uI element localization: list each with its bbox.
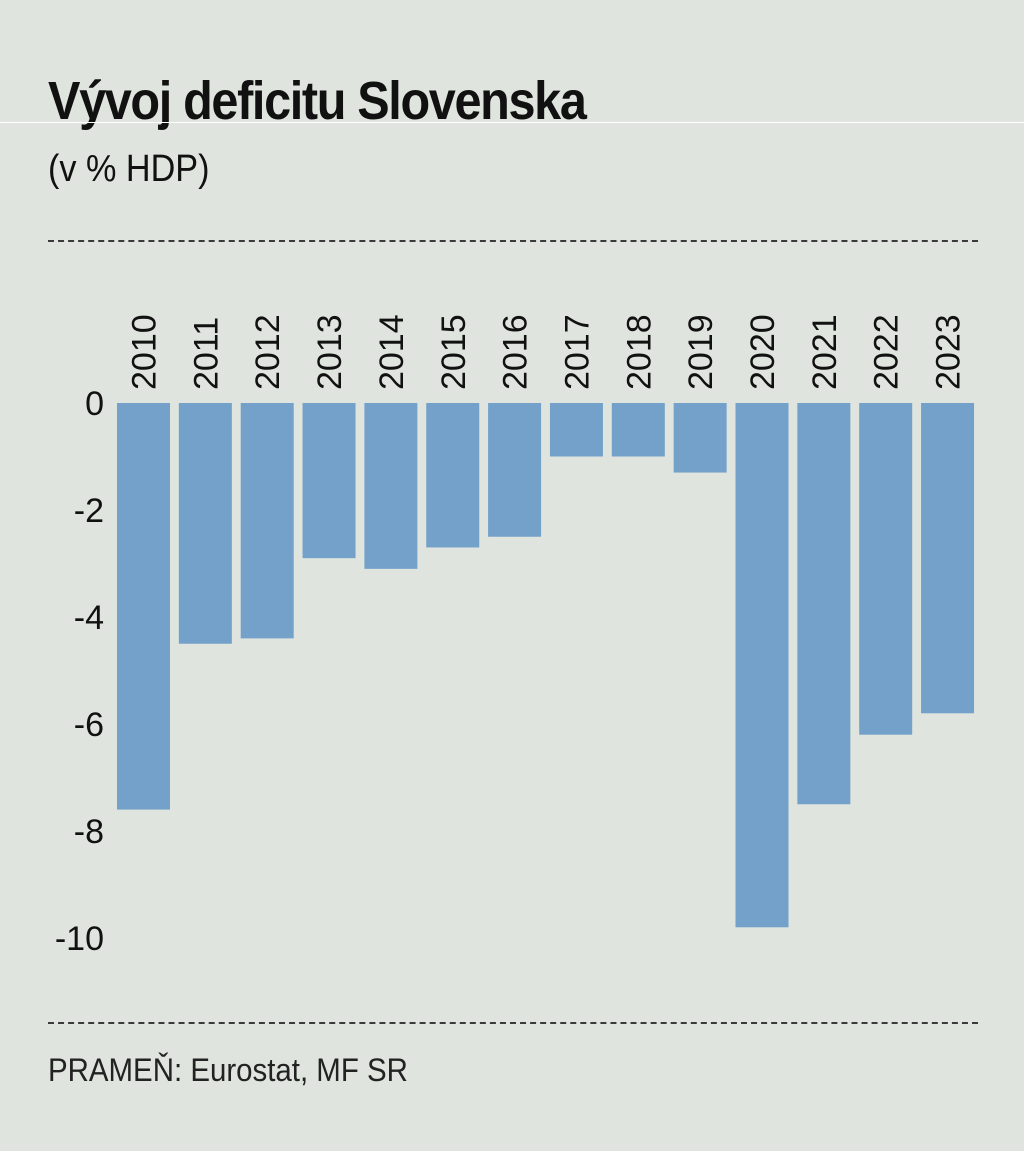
x-tick-label: 2012 bbox=[249, 314, 287, 390]
chart-title: Vývoj deficitu Slovenska bbox=[48, 71, 587, 131]
bar-2017 bbox=[549, 403, 603, 457]
top-divider bbox=[48, 240, 978, 242]
bottom-divider bbox=[48, 1022, 978, 1024]
x-tick-label: 2010 bbox=[126, 314, 164, 390]
x-tick-label: 2021 bbox=[806, 314, 844, 390]
bar-2022 bbox=[859, 403, 913, 735]
y-tick-label: -10 bbox=[55, 920, 104, 958]
y-tick-label: -4 bbox=[74, 599, 104, 637]
bar-2020 bbox=[735, 403, 789, 928]
bar-2013 bbox=[302, 403, 356, 559]
bar-2014 bbox=[364, 403, 418, 569]
bar-2010 bbox=[117, 403, 170, 810]
x-tick-label: 2019 bbox=[682, 314, 720, 390]
y-tick-label: -8 bbox=[74, 813, 104, 851]
bar-2015 bbox=[426, 403, 480, 548]
bar-2011 bbox=[178, 403, 232, 644]
bar-2023 bbox=[921, 403, 975, 714]
x-tick-label: 2013 bbox=[311, 314, 349, 390]
bar-2019 bbox=[673, 403, 727, 473]
bar-2016 bbox=[488, 403, 542, 537]
source-note: PRAMEŇ: Eurostat, MF SR bbox=[48, 1052, 408, 1088]
x-tick-label: 2014 bbox=[373, 314, 411, 390]
bar-2012 bbox=[240, 403, 294, 639]
x-tick-label: 2016 bbox=[497, 314, 535, 390]
y-tick-label: -2 bbox=[74, 492, 104, 530]
bar-2021 bbox=[797, 403, 851, 805]
x-tick-label: 2017 bbox=[558, 314, 596, 390]
chart-subtitle: (v % HDP) bbox=[48, 148, 210, 190]
x-tick-label: 2015 bbox=[435, 314, 473, 390]
x-tick-label: 2022 bbox=[868, 314, 906, 390]
bar-2018 bbox=[611, 403, 665, 457]
title-rule bbox=[0, 122, 1024, 123]
x-tick-label: 2018 bbox=[620, 314, 658, 390]
x-tick-label: 2011 bbox=[187, 317, 225, 390]
x-tick-label: 2020 bbox=[744, 314, 782, 390]
y-tick-label: 0 bbox=[85, 385, 104, 423]
y-tick-label: -6 bbox=[74, 706, 104, 744]
x-tick-label: 2023 bbox=[930, 314, 968, 390]
